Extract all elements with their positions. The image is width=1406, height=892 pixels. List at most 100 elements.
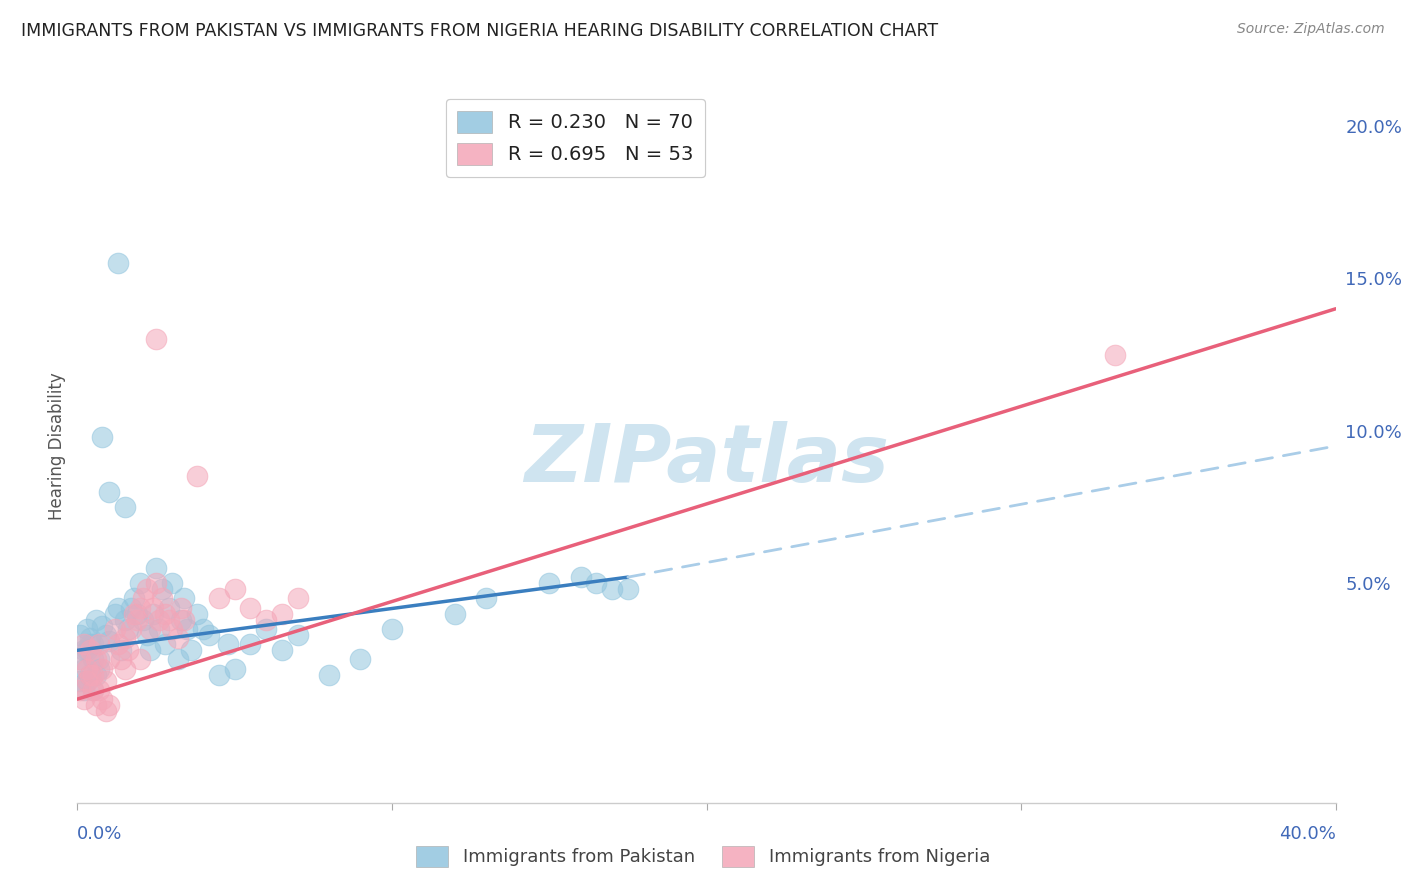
Point xyxy=(239,637,262,651)
Point xyxy=(114,613,136,627)
Point xyxy=(1104,347,1126,361)
Point xyxy=(145,561,167,575)
Point xyxy=(132,591,155,606)
Point xyxy=(84,613,107,627)
Point xyxy=(107,600,129,615)
Point xyxy=(444,607,467,621)
Point xyxy=(72,637,94,651)
Point xyxy=(129,600,152,615)
Point xyxy=(198,628,221,642)
Point xyxy=(585,576,607,591)
Point xyxy=(170,600,193,615)
Point xyxy=(138,643,160,657)
Point xyxy=(155,637,177,651)
Point xyxy=(150,591,173,606)
Point xyxy=(89,637,111,651)
Point xyxy=(79,667,101,681)
Legend: R = 0.230   N = 70, R = 0.695   N = 53: R = 0.230 N = 70, R = 0.695 N = 53 xyxy=(446,99,704,177)
Point xyxy=(79,643,101,657)
Point xyxy=(224,582,246,597)
Point xyxy=(224,662,246,676)
Point xyxy=(69,673,91,688)
Point xyxy=(287,628,309,642)
Point xyxy=(97,652,120,666)
Point xyxy=(82,667,104,681)
Point xyxy=(167,652,190,666)
Point xyxy=(84,652,107,666)
Point xyxy=(160,622,183,636)
Point xyxy=(110,643,132,657)
Point xyxy=(186,469,208,483)
Point xyxy=(72,683,94,698)
Point xyxy=(145,332,167,346)
Point xyxy=(107,637,129,651)
Point xyxy=(114,500,136,514)
Point xyxy=(569,570,592,584)
Text: Source: ZipAtlas.com: Source: ZipAtlas.com xyxy=(1237,22,1385,37)
Point xyxy=(82,683,104,698)
Point xyxy=(600,582,623,597)
Point xyxy=(79,631,101,645)
Point xyxy=(186,607,208,621)
Point xyxy=(117,643,139,657)
Point xyxy=(191,622,215,636)
Point xyxy=(76,673,98,688)
Point xyxy=(208,591,231,606)
Point xyxy=(94,628,117,642)
Text: IMMIGRANTS FROM PAKISTAN VS IMMIGRANTS FROM NIGERIA HEARING DISABILITY CORRELATI: IMMIGRANTS FROM PAKISTAN VS IMMIGRANTS F… xyxy=(21,22,938,40)
Point xyxy=(180,643,202,657)
Point xyxy=(138,622,160,636)
Point xyxy=(157,613,180,627)
Point xyxy=(76,622,98,636)
Point xyxy=(97,484,120,499)
Point xyxy=(69,628,91,642)
Point xyxy=(94,704,117,718)
Point xyxy=(107,256,129,270)
Legend: Immigrants from Pakistan, Immigrants from Nigeria: Immigrants from Pakistan, Immigrants fro… xyxy=(409,838,997,874)
Point xyxy=(89,683,111,698)
Text: ZIPatlas: ZIPatlas xyxy=(524,421,889,500)
Text: 0.0%: 0.0% xyxy=(77,825,122,843)
Text: 40.0%: 40.0% xyxy=(1279,825,1336,843)
Point xyxy=(122,607,145,621)
Point xyxy=(104,622,127,636)
Point xyxy=(104,607,127,621)
Point xyxy=(79,637,101,651)
Point xyxy=(148,613,170,627)
Point xyxy=(155,607,177,621)
Point xyxy=(381,622,404,636)
Point xyxy=(114,662,136,676)
Point xyxy=(82,652,104,666)
Point xyxy=(84,667,107,681)
Point xyxy=(135,628,157,642)
Point xyxy=(173,591,195,606)
Point xyxy=(114,631,136,645)
Y-axis label: Hearing Disability: Hearing Disability xyxy=(48,372,66,520)
Point xyxy=(72,692,94,706)
Point xyxy=(69,652,91,666)
Point xyxy=(120,622,142,636)
Point xyxy=(120,600,142,615)
Point xyxy=(122,591,145,606)
Point xyxy=(167,631,190,645)
Point xyxy=(72,643,94,657)
Point xyxy=(160,576,183,591)
Point xyxy=(176,622,198,636)
Point xyxy=(84,698,107,713)
Point xyxy=(110,652,132,666)
Point xyxy=(91,662,114,676)
Point xyxy=(82,637,104,651)
Point xyxy=(145,576,167,591)
Point xyxy=(254,613,277,627)
Point xyxy=(142,600,165,615)
Point xyxy=(72,662,94,676)
Point xyxy=(69,683,91,698)
Point xyxy=(239,600,262,615)
Point xyxy=(349,652,371,666)
Point xyxy=(150,582,173,597)
Point xyxy=(617,582,640,597)
Point xyxy=(129,652,152,666)
Point xyxy=(475,591,498,606)
Point xyxy=(538,576,561,591)
Point xyxy=(89,662,111,676)
